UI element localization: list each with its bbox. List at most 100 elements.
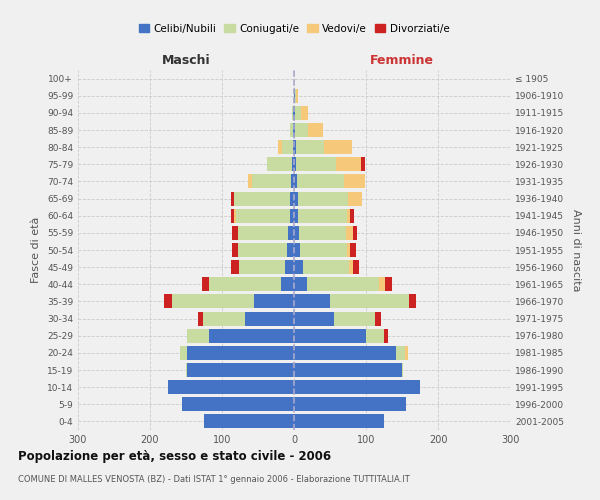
Bar (301, 106, 308, 120)
Bar (209, 278, 281, 291)
Bar (330, 294, 409, 308)
Bar (295, 106, 301, 120)
Y-axis label: Fasce di età: Fasce di età (31, 217, 41, 283)
Bar (347, 243, 350, 257)
Bar (290, 208, 294, 222)
Bar (232, 260, 239, 274)
Bar (353, 226, 356, 240)
Legend: Celibi/Nubili, Coniugati/e, Vedovi/e, Divorziati/e: Celibi/Nubili, Coniugati/e, Vedovi/e, Di… (134, 20, 454, 38)
Bar (278, 140, 282, 154)
Bar (294, 414, 384, 428)
Bar (251, 174, 291, 188)
Bar (230, 208, 234, 222)
Bar (379, 278, 385, 291)
Text: Femmine: Femmine (370, 54, 434, 66)
Bar (409, 294, 416, 308)
Bar (366, 328, 384, 342)
Bar (202, 278, 209, 291)
Bar (204, 414, 294, 428)
Bar (290, 192, 294, 205)
Bar (164, 294, 172, 308)
Bar (209, 328, 294, 342)
Bar (294, 278, 307, 291)
Bar (294, 192, 298, 205)
Bar (296, 88, 298, 102)
Bar (296, 140, 323, 154)
Bar (294, 346, 396, 360)
Bar (396, 346, 405, 360)
Bar (294, 363, 402, 377)
Text: Popolazione per età, sesso e stato civile - 2006: Popolazione per età, sesso e stato civil… (18, 450, 331, 463)
Bar (384, 328, 388, 342)
Bar (290, 123, 293, 137)
Bar (245, 312, 294, 326)
Bar (230, 192, 234, 205)
Bar (294, 312, 334, 326)
Bar (350, 208, 354, 222)
Bar (293, 123, 294, 137)
Bar (376, 312, 381, 326)
Bar (239, 260, 286, 274)
Bar (295, 123, 308, 137)
Bar (346, 226, 353, 240)
Y-axis label: Anni di nascita: Anni di nascita (571, 209, 581, 291)
Bar (294, 158, 296, 172)
Bar (172, 294, 254, 308)
Bar (292, 158, 294, 172)
Bar (300, 243, 347, 257)
Bar (232, 226, 238, 240)
Bar (405, 346, 409, 360)
Bar (297, 174, 344, 188)
Bar (294, 123, 295, 137)
Bar (334, 312, 376, 326)
Bar (353, 260, 359, 274)
Bar (288, 226, 294, 240)
Bar (282, 140, 293, 154)
Text: COMUNE DI MALLES VENOSTA (BZ) - Dati ISTAT 1° gennaio 2006 - Elaborazione TUTTIT: COMUNE DI MALLES VENOSTA (BZ) - Dati IST… (18, 475, 410, 484)
Bar (187, 328, 209, 342)
Bar (294, 243, 300, 257)
Bar (294, 208, 298, 222)
Bar (294, 174, 297, 188)
Bar (180, 346, 187, 360)
Bar (298, 208, 347, 222)
Bar (236, 208, 290, 222)
Bar (294, 328, 366, 342)
Bar (294, 88, 295, 102)
Bar (293, 140, 294, 154)
Bar (238, 226, 288, 240)
Bar (323, 140, 352, 154)
Bar (186, 363, 187, 377)
Bar (168, 380, 294, 394)
Bar (295, 88, 296, 102)
Bar (203, 312, 245, 326)
Bar (287, 243, 294, 257)
Text: Maschi: Maschi (161, 54, 211, 66)
Bar (361, 158, 365, 172)
Bar (286, 260, 294, 274)
Bar (234, 192, 290, 205)
Bar (294, 260, 302, 274)
Bar (232, 243, 238, 257)
Bar (234, 208, 236, 222)
Bar (348, 192, 362, 205)
Bar (299, 226, 346, 240)
Bar (385, 278, 392, 291)
Bar (308, 123, 323, 137)
Bar (302, 260, 349, 274)
Bar (187, 346, 294, 360)
Bar (296, 158, 336, 172)
Bar (294, 226, 299, 240)
Bar (292, 106, 293, 120)
Bar (307, 278, 379, 291)
Bar (294, 398, 406, 411)
Bar (293, 106, 294, 120)
Bar (294, 140, 296, 154)
Bar (298, 192, 348, 205)
Bar (291, 174, 294, 188)
Bar (248, 174, 251, 188)
Bar (238, 243, 287, 257)
Bar (344, 174, 365, 188)
Bar (294, 106, 295, 120)
Bar (349, 260, 353, 274)
